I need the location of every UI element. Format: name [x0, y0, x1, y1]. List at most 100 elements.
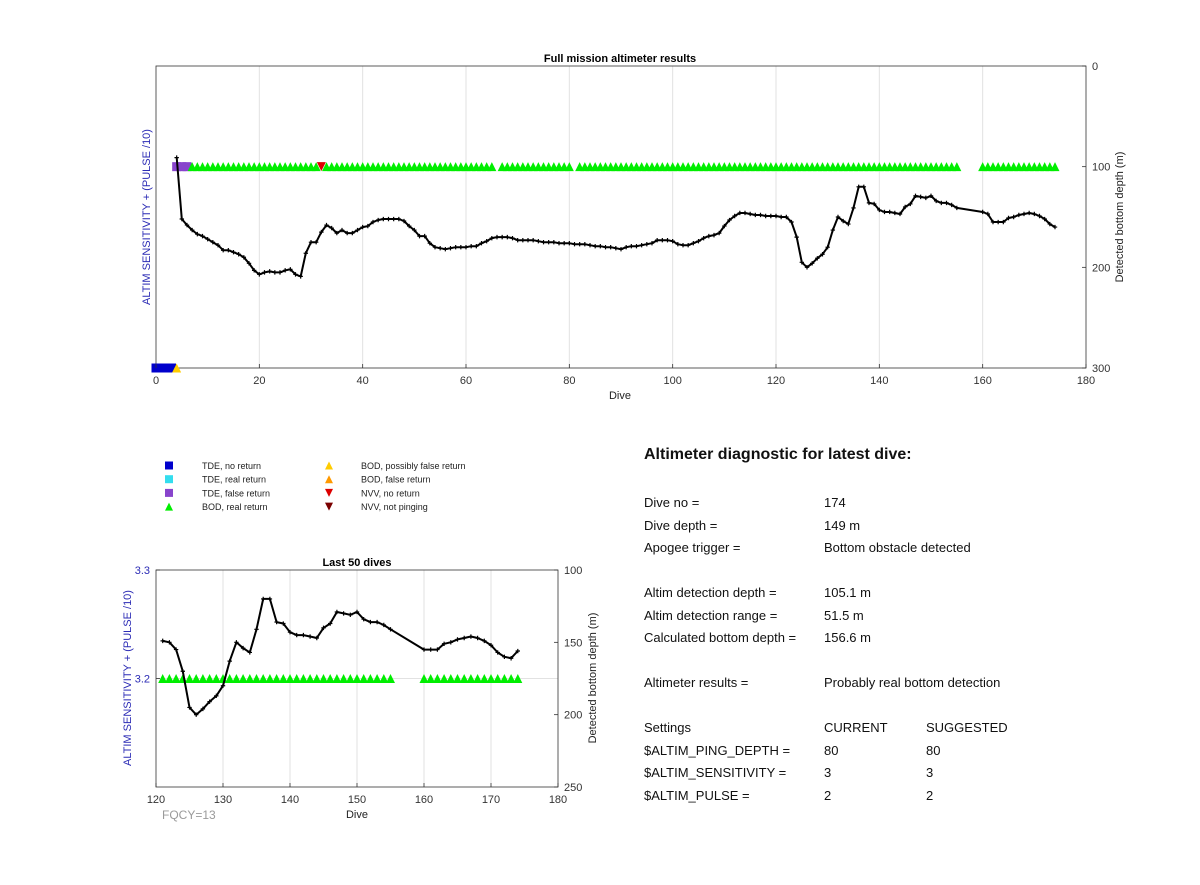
sensitivity-marker: [479, 674, 489, 683]
bottom-y-left-label: ALTIM SENSITIVITY + (PULSE /10): [122, 590, 134, 766]
depth-point: [375, 217, 381, 223]
sensitivity-marker: [312, 674, 322, 683]
legend-marker: [165, 502, 173, 511]
depth-point: [990, 219, 996, 225]
depth-point: [189, 227, 195, 233]
depth-point: [794, 234, 799, 240]
depth-point: [644, 241, 650, 247]
depth-point: [334, 230, 340, 236]
depth-point: [722, 223, 727, 229]
depth-point: [288, 267, 293, 272]
depth-point: [462, 635, 467, 641]
depth-point: [361, 616, 366, 622]
sensitivity-marker: [432, 674, 442, 683]
sensitivity-marker: [493, 674, 503, 683]
depth-point: [241, 255, 247, 260]
depth-point: [933, 198, 939, 204]
depth-point: [634, 243, 639, 249]
sensitivity-marker: [258, 674, 268, 683]
det-depth-label: Altim detection depth =: [644, 585, 777, 600]
sensitivity-marker: [156, 363, 166, 373]
depth-point: [215, 242, 221, 248]
det-depth-value: 105.1 m: [824, 585, 871, 600]
legend-label: BOD, real return: [202, 502, 268, 512]
depth-point: [742, 210, 748, 216]
pulse-label: $ALTIM_PULSE =: [644, 787, 750, 803]
depth-point: [499, 234, 505, 240]
depth-point: [928, 193, 934, 199]
depth-point: [334, 609, 340, 615]
sensitivity-marker: [278, 674, 288, 683]
depth-point: [281, 621, 286, 626]
depth-point: [866, 200, 872, 206]
depth-point: [830, 227, 836, 233]
depth-point: [195, 231, 200, 237]
legend-marker: [325, 475, 333, 484]
sensitivity-marker: [238, 674, 248, 683]
depth-point: [1052, 224, 1058, 230]
sensitivity-marker: [311, 162, 321, 172]
depth-point: [328, 621, 333, 626]
depth-point: [370, 219, 376, 225]
depth-point: [789, 219, 794, 225]
depth-point: [815, 256, 820, 261]
sensitivity-marker: [446, 674, 456, 683]
depth-point: [406, 223, 412, 229]
legend-label: TDE, no return: [202, 461, 261, 471]
depth-point: [374, 619, 380, 625]
depth-point: [732, 213, 737, 219]
depth-point: [468, 634, 474, 639]
depth-point: [753, 212, 758, 218]
depth-point: [508, 656, 514, 661]
bottom-x-axis-label: Dive: [346, 809, 368, 821]
depth-point: [301, 632, 306, 638]
ping-depth-suggested: 80: [926, 742, 941, 758]
depth-point: [313, 239, 319, 245]
legend-label: NVV, no return: [361, 488, 420, 498]
depth-point: [995, 219, 1001, 225]
legend-label: NVV, not pinging: [361, 502, 428, 512]
depth-point: [1032, 211, 1037, 217]
sensitivity-marker: [453, 674, 462, 683]
depth-point: [716, 230, 722, 236]
depth-point: [220, 683, 226, 688]
depth-point: [293, 272, 298, 277]
dive-depth-value: 149 m: [824, 517, 861, 533]
depth-point: [381, 622, 386, 628]
depth-point: [324, 222, 329, 228]
sensitivity-marker: [231, 674, 241, 683]
sensitivity-marker: [182, 162, 192, 172]
sensitivity-marker: [172, 363, 182, 373]
det-range-label: Altim detection range =: [644, 607, 778, 623]
sensitivity-marker: [191, 674, 201, 683]
depth-point: [603, 245, 608, 250]
depth-point: [520, 237, 526, 243]
top-y-right-ticks: 0 100 200 300: [1082, 61, 1110, 375]
depth-point: [660, 237, 665, 243]
depth-point: [200, 706, 206, 712]
legend-label: TDE, real return: [202, 475, 266, 485]
depth-point: [758, 212, 763, 218]
depth-point: [530, 237, 536, 243]
depth-point: [882, 209, 887, 215]
legend-marker: [325, 488, 333, 497]
sensitivity-marker: [359, 674, 369, 683]
legend-marker: [325, 461, 333, 470]
top-depth-series: [174, 155, 1058, 279]
bottom-y-right-ticks: 100 150 200 250: [554, 565, 582, 794]
depth-point: [1016, 212, 1022, 218]
settings-label: Settings: [644, 720, 691, 735]
depth-point: [582, 241, 588, 247]
depth-point: [205, 236, 210, 242]
depth-point: [272, 270, 278, 275]
sensitivity-marker: [161, 363, 171, 373]
depth-point: [179, 216, 185, 222]
depth-point: [396, 216, 402, 222]
depth-point: [608, 245, 613, 250]
sensitivity-marker: [316, 162, 326, 172]
x-tick-label: 60: [460, 375, 472, 387]
sensitivity-marker: [386, 674, 395, 683]
depth-point: [949, 202, 954, 208]
depth-point: [495, 650, 500, 655]
legend-label: TDE, false return: [202, 488, 270, 498]
